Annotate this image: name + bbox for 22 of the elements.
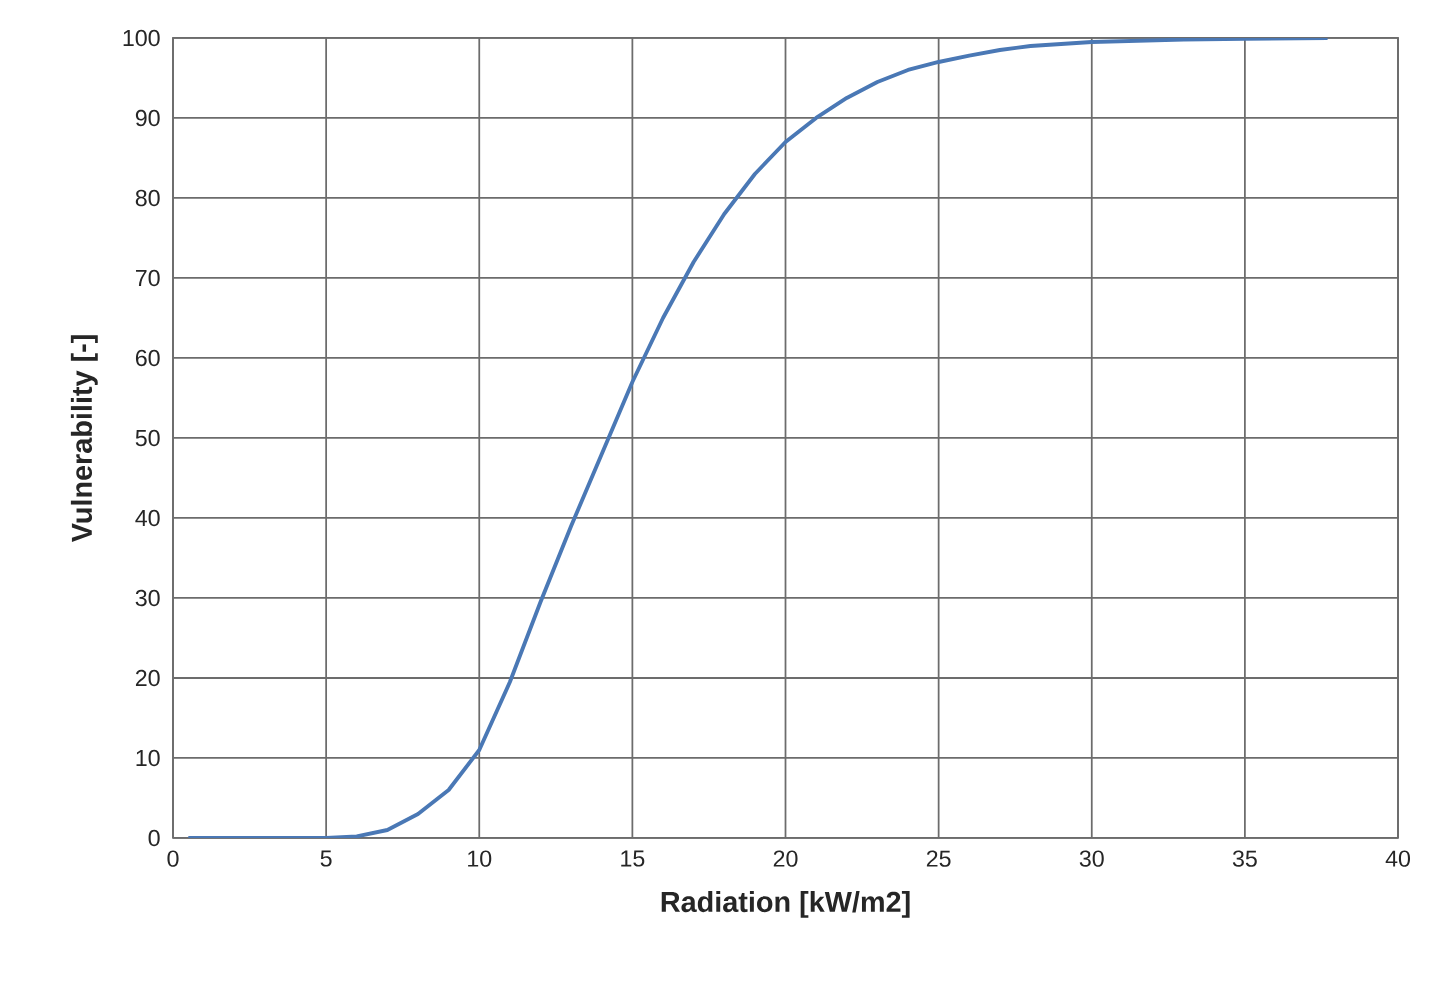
y-tick-label: 0 bbox=[148, 829, 160, 847]
x-tick-label: 15 bbox=[621, 850, 645, 867]
x-tick-label: 40 bbox=[1385, 850, 1411, 867]
x-tick-label: 25 bbox=[926, 850, 951, 867]
x-tick-label: 20 bbox=[773, 850, 798, 867]
y-tick-label: 80 bbox=[135, 189, 160, 207]
y-tick-label: 40 bbox=[135, 509, 160, 527]
x-tick-label: 0 bbox=[167, 850, 179, 867]
y-tick-label: 90 bbox=[135, 109, 160, 127]
x-axis-title: Radiation [kW/m2] bbox=[661, 890, 910, 918]
y-tick-label: 50 bbox=[135, 429, 160, 447]
y-tick-label: 60 bbox=[135, 349, 160, 367]
x-tick-label: 30 bbox=[1079, 850, 1104, 867]
y-tick-label: 100 bbox=[123, 29, 160, 47]
x-tick-label: 10 bbox=[468, 850, 492, 867]
y-axis-title: Vulnerability [-] bbox=[70, 335, 98, 543]
y-tick-label: 10 bbox=[136, 749, 160, 767]
x-tick-label: 35 bbox=[1232, 850, 1257, 867]
x-tick-label: 5 bbox=[320, 850, 332, 867]
y-tick-label: 70 bbox=[136, 269, 160, 287]
y-tick-label: 30 bbox=[135, 589, 160, 607]
y-tick-label: 20 bbox=[135, 669, 160, 687]
